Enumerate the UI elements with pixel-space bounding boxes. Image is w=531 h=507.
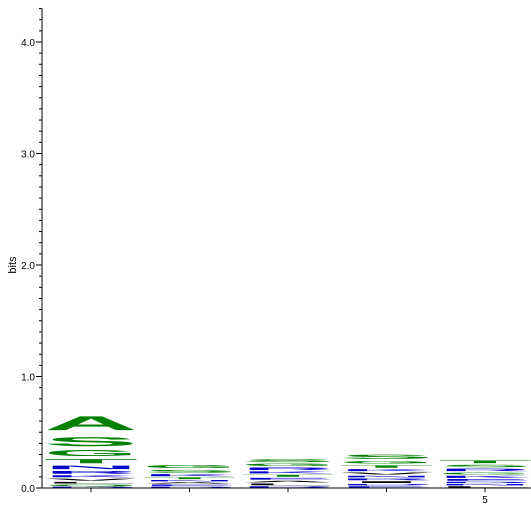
logo-letter: N <box>438 484 531 486</box>
logo-letter: L <box>44 481 138 484</box>
logo-letter: T <box>44 458 138 465</box>
logo-letter: A <box>143 482 237 484</box>
logo-letter: R <box>340 478 434 481</box>
logo-letter: V <box>44 478 138 481</box>
logo-letter: S <box>44 434 138 448</box>
y-tick-label: 0.0 <box>21 484 35 495</box>
logo-letter: L <box>241 483 335 486</box>
y-tick-label: 3.0 <box>21 150 35 161</box>
logo-letter: T <box>143 477 237 480</box>
logo-letter: E <box>241 477 335 480</box>
logo-letter: V <box>340 472 434 475</box>
logo-letter: G <box>438 472 531 475</box>
y-tick-label: 4.0 <box>21 38 35 49</box>
logo-letter: T <box>438 460 531 464</box>
logo-letter: E <box>143 484 237 486</box>
logo-letter: Q <box>44 484 138 486</box>
logo-letter: K <box>44 475 138 478</box>
logo-letter: R <box>438 468 531 472</box>
logo-letter: R <box>241 467 335 471</box>
logo-letter: K <box>241 471 335 474</box>
logo-letter: N <box>340 475 434 478</box>
logo-letter: S <box>143 469 237 473</box>
letter-stacks: DQLVKRNTGSADEANTKSGDLAETKRGSEDIRNVKTGSLN… <box>44 412 531 488</box>
y-tick-label: 1.0 <box>21 373 35 384</box>
logo-letter: A <box>44 412 138 434</box>
logo-letter: D <box>143 486 237 488</box>
logo-letter: N <box>44 465 138 471</box>
logo-letter: E <box>438 479 531 482</box>
logo-letter: S <box>241 458 335 462</box>
logo-letter: G <box>143 464 237 470</box>
logo-letter: R <box>44 470 138 474</box>
y-axis-title: bits <box>7 256 19 274</box>
logo-letter: D <box>340 484 434 486</box>
logo-letter: E <box>340 486 434 488</box>
y-tick-label: 2.0 <box>21 261 35 272</box>
logo-letter: G <box>241 463 335 467</box>
logo-letter: D <box>44 486 138 488</box>
logo-letter: K <box>340 468 434 471</box>
logo-letter: A <box>241 480 335 483</box>
logo-letter: T <box>241 474 335 477</box>
logo-letter: T <box>340 465 434 469</box>
logo-letter: N <box>143 480 237 482</box>
logo-letter: D <box>438 481 531 483</box>
logo-letter: G <box>340 460 434 464</box>
x-tick-label: 5 <box>482 495 488 506</box>
logo-letter: S <box>340 453 434 460</box>
logo-letter: I <box>340 481 434 484</box>
logo-letter: K <box>143 474 237 477</box>
logo-letter: L <box>438 486 531 488</box>
logo-letter: D <box>241 486 335 488</box>
axes: 0.0 1.0 2.0 3.0 4.0 5 <box>21 8 531 506</box>
logo-letter: K <box>438 475 531 478</box>
logo-letter: S <box>438 464 531 468</box>
logo-letter: G <box>44 449 138 458</box>
